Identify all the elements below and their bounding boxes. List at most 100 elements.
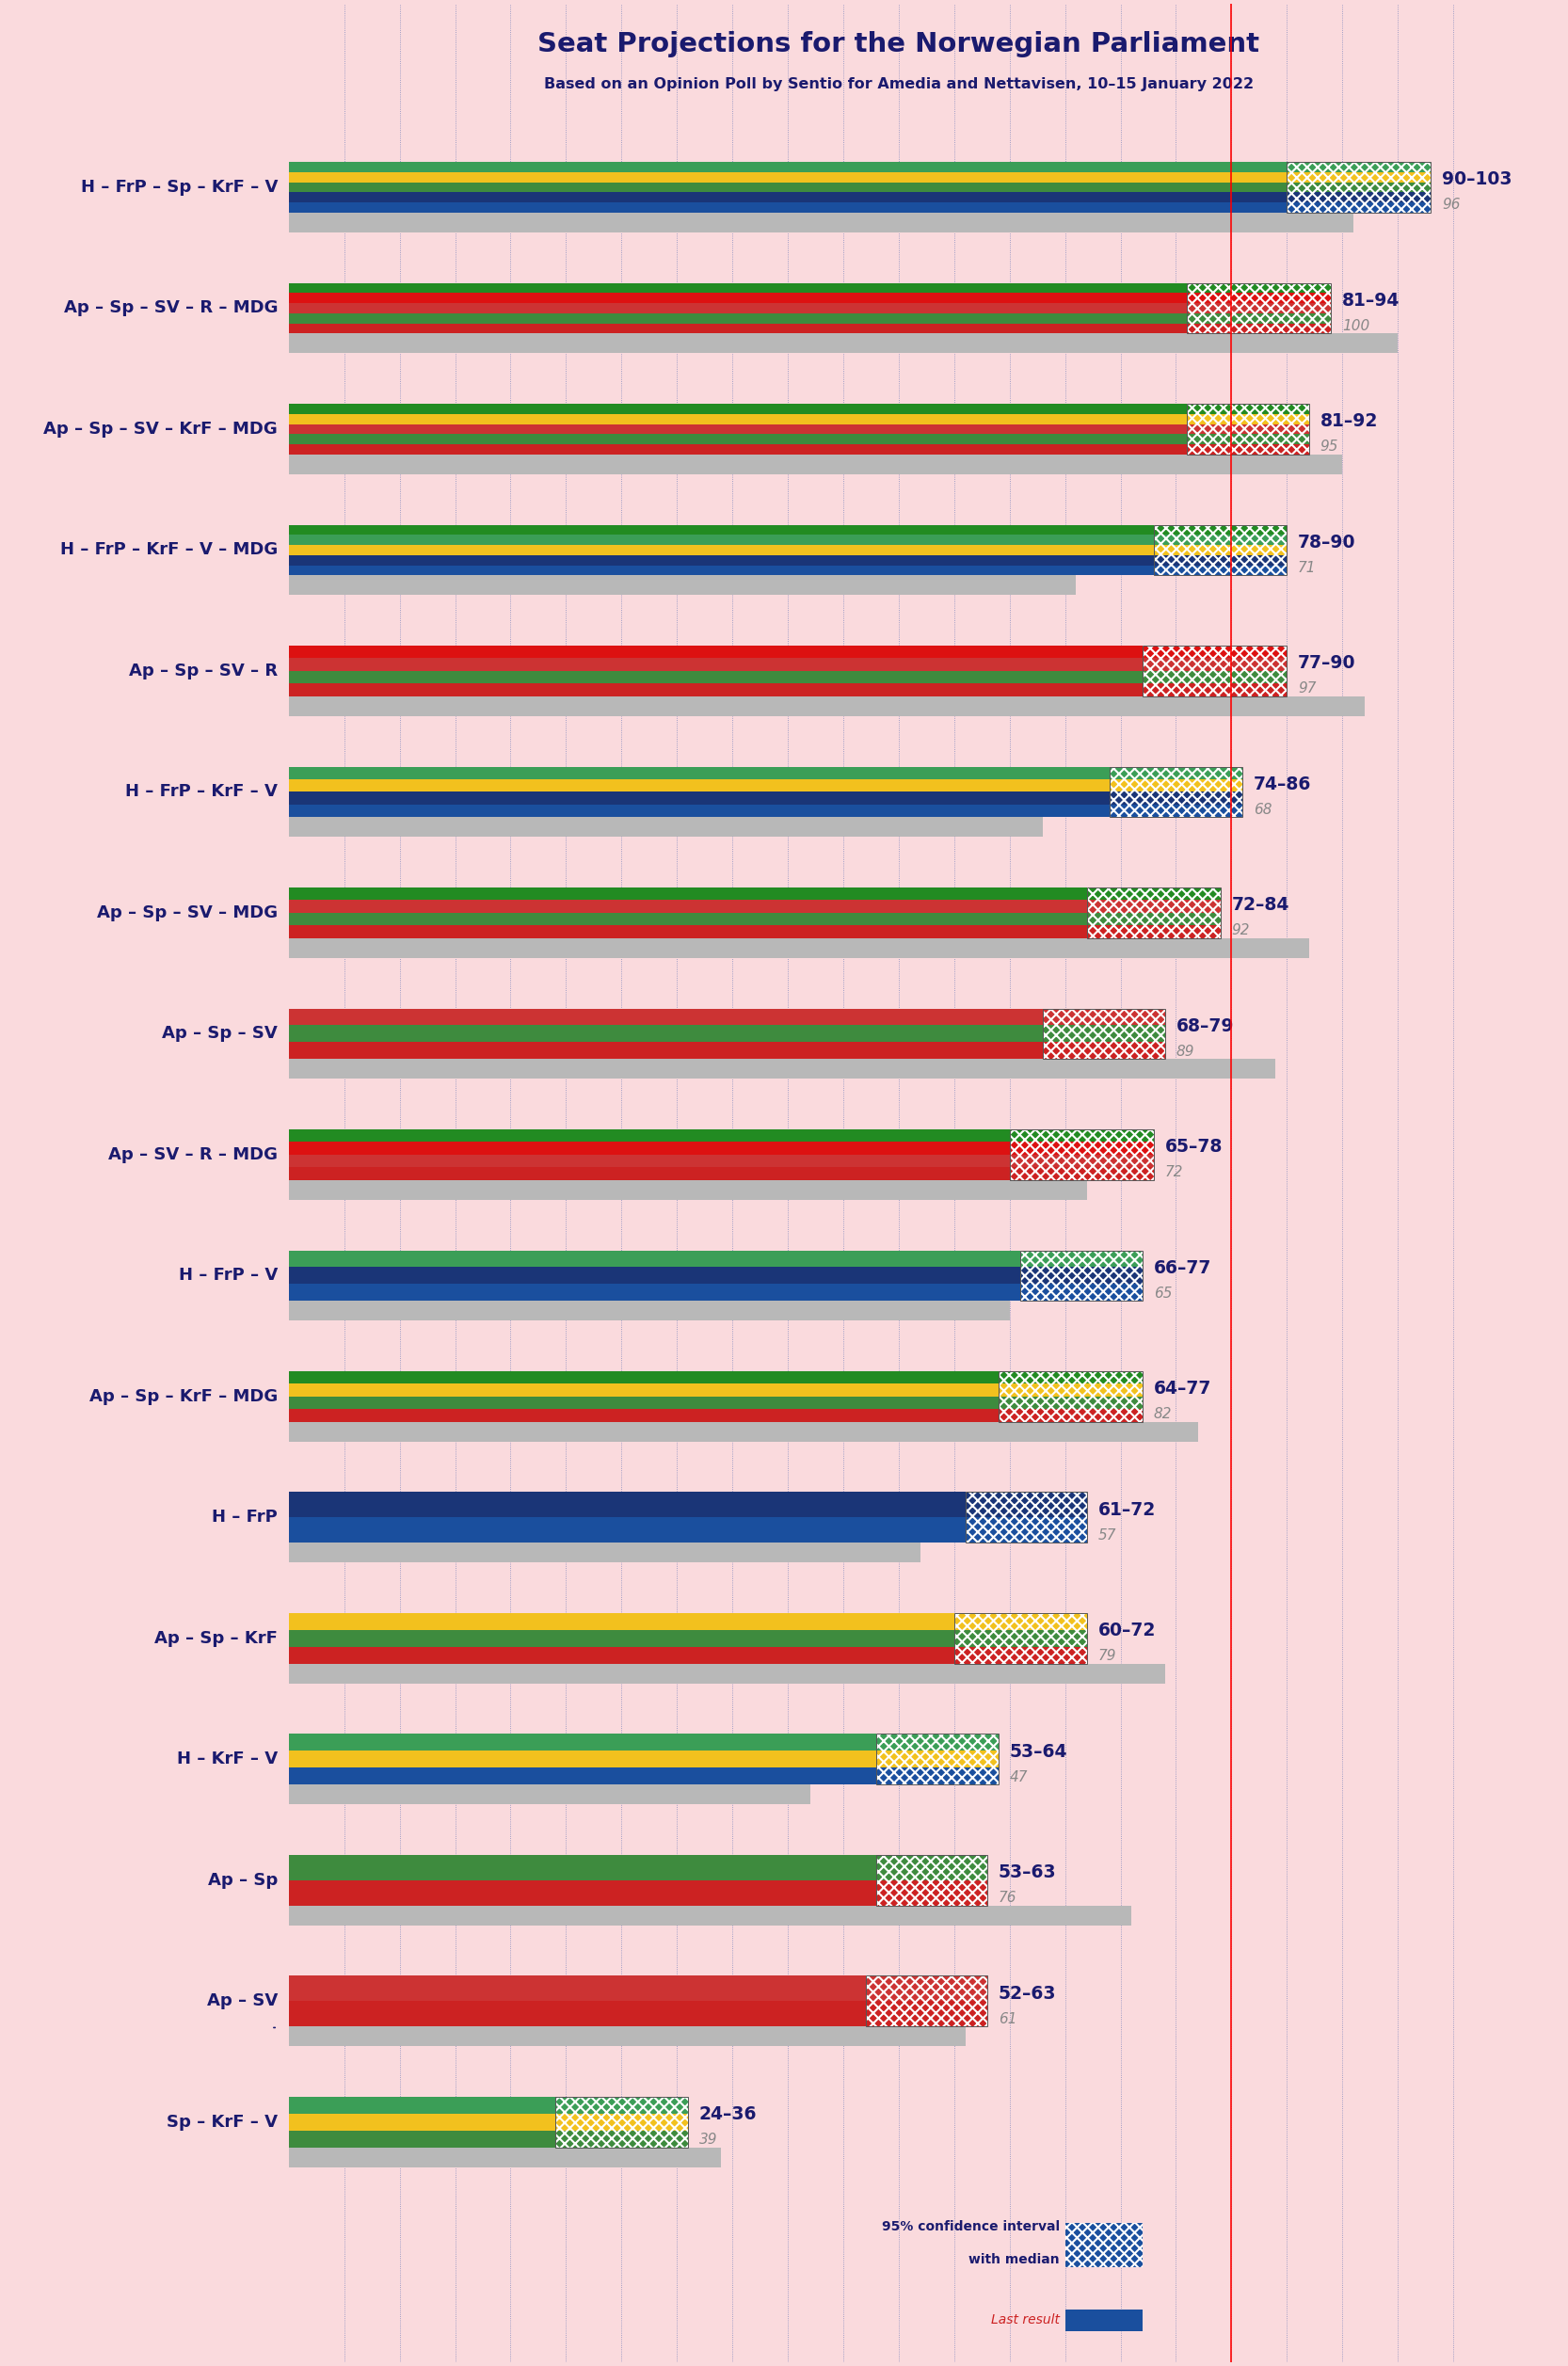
- Bar: [289, 1905, 1132, 1926]
- Text: 68–79: 68–79: [1176, 1017, 1234, 1034]
- Bar: [289, 767, 1110, 778]
- Bar: [289, 303, 1187, 312]
- Text: 65–78: 65–78: [1165, 1138, 1223, 1157]
- Bar: [1010, 1129, 1154, 1181]
- Bar: [289, 1301, 1010, 1320]
- Bar: [1154, 556, 1287, 565]
- Bar: [1154, 544, 1287, 556]
- Bar: [999, 1372, 1143, 1422]
- Bar: [1287, 161, 1432, 213]
- Bar: [555, 2132, 688, 2148]
- Bar: [999, 1372, 1143, 1422]
- Bar: [555, 2096, 688, 2113]
- Bar: [955, 1630, 1087, 1647]
- Bar: [289, 1543, 920, 1562]
- Bar: [289, 192, 1287, 203]
- Bar: [289, 324, 1187, 334]
- Text: 68: 68: [1253, 802, 1272, 816]
- Bar: [877, 1855, 988, 1905]
- Text: Seat Projections for the Norwegian Parliament: Seat Projections for the Norwegian Parli…: [538, 31, 1259, 57]
- Text: 95% confidence interval: 95% confidence interval: [881, 2219, 1060, 2234]
- Bar: [289, 1143, 1010, 1155]
- Bar: [289, 804, 1110, 816]
- Text: Ap – Sp – KrF – MDG: Ap – Sp – KrF – MDG: [89, 1389, 278, 1405]
- Bar: [289, 1630, 955, 1647]
- Bar: [1021, 1249, 1143, 1301]
- Bar: [877, 1734, 999, 1784]
- Bar: [1010, 1143, 1154, 1155]
- Text: H – FrP: H – FrP: [212, 1510, 278, 1526]
- Bar: [1154, 525, 1287, 575]
- Bar: [289, 1060, 1276, 1079]
- Bar: [289, 334, 1397, 353]
- Bar: [1287, 161, 1432, 213]
- Bar: [1087, 925, 1220, 939]
- Text: 53–64: 53–64: [1010, 1744, 1068, 1760]
- Text: Ap – Sp – SV – R – MDG: Ap – Sp – SV – R – MDG: [64, 300, 278, 317]
- Bar: [289, 939, 1309, 958]
- Bar: [289, 405, 1187, 414]
- Bar: [1287, 192, 1432, 203]
- Bar: [289, 696, 1364, 717]
- Text: 92: 92: [1231, 923, 1250, 937]
- Bar: [1043, 1008, 1165, 1024]
- Bar: [289, 1372, 999, 1384]
- Bar: [1187, 312, 1331, 324]
- Bar: [1010, 1129, 1154, 1143]
- Bar: [1043, 1008, 1165, 1060]
- Bar: [289, 684, 1143, 696]
- Text: 65: 65: [1154, 1287, 1173, 1301]
- Bar: [1187, 405, 1309, 454]
- Bar: [1187, 435, 1309, 445]
- Bar: [289, 1784, 811, 1805]
- Bar: [1010, 1166, 1154, 1181]
- Bar: [289, 778, 1110, 793]
- Text: 39: 39: [699, 2132, 718, 2146]
- Bar: [1087, 913, 1220, 925]
- Bar: [289, 1647, 955, 1663]
- Bar: [1187, 303, 1331, 312]
- Bar: [1010, 1129, 1154, 1181]
- Bar: [1087, 887, 1220, 939]
- Bar: [966, 1493, 1087, 1543]
- Bar: [1187, 405, 1309, 414]
- Text: 64–77: 64–77: [1154, 1379, 1212, 1398]
- Bar: [1187, 414, 1309, 424]
- Bar: [1187, 284, 1331, 334]
- Bar: [289, 1155, 1010, 1166]
- Text: Ap – SV – R – MDG: Ap – SV – R – MDG: [108, 1145, 278, 1164]
- Text: Ap – Sp – KrF: Ap – Sp – KrF: [155, 1630, 278, 1647]
- Bar: [966, 1517, 1087, 1543]
- Bar: [289, 1422, 1198, 1441]
- Text: Ap – Sp – SV – MDG: Ap – Sp – SV – MDG: [97, 904, 278, 920]
- Bar: [289, 1410, 999, 1422]
- Bar: [1143, 672, 1287, 684]
- Bar: [289, 556, 1154, 565]
- Bar: [955, 1647, 1087, 1663]
- Bar: [289, 1043, 1043, 1060]
- Text: 76: 76: [999, 1890, 1018, 1905]
- Bar: [1110, 767, 1242, 778]
- Bar: [289, 1976, 866, 2002]
- Text: Based on an Opinion Poll by Sentio for Amedia and Nettavisen, 10–15 January 2022: Based on an Opinion Poll by Sentio for A…: [544, 78, 1253, 92]
- Text: 97: 97: [1298, 681, 1316, 696]
- Bar: [1021, 1249, 1143, 1301]
- Bar: [289, 173, 1287, 182]
- Bar: [966, 1493, 1087, 1543]
- Bar: [966, 1493, 1087, 1517]
- Bar: [1010, 1155, 1154, 1166]
- Text: 81–92: 81–92: [1320, 412, 1378, 431]
- Bar: [1110, 767, 1242, 816]
- Bar: [289, 899, 1087, 913]
- Bar: [289, 1767, 877, 1784]
- Bar: [877, 1751, 999, 1767]
- Text: 61: 61: [999, 2011, 1018, 2025]
- Bar: [1087, 887, 1220, 939]
- Bar: [1154, 535, 1287, 544]
- Text: H – FrP – KrF – V: H – FrP – KrF – V: [125, 783, 278, 800]
- Bar: [955, 1614, 1087, 1663]
- Bar: [1187, 284, 1331, 334]
- Text: Ap – Sp – SV – R: Ap – Sp – SV – R: [129, 662, 278, 679]
- Text: 60–72: 60–72: [1098, 1621, 1156, 1640]
- Bar: [1021, 1249, 1143, 1268]
